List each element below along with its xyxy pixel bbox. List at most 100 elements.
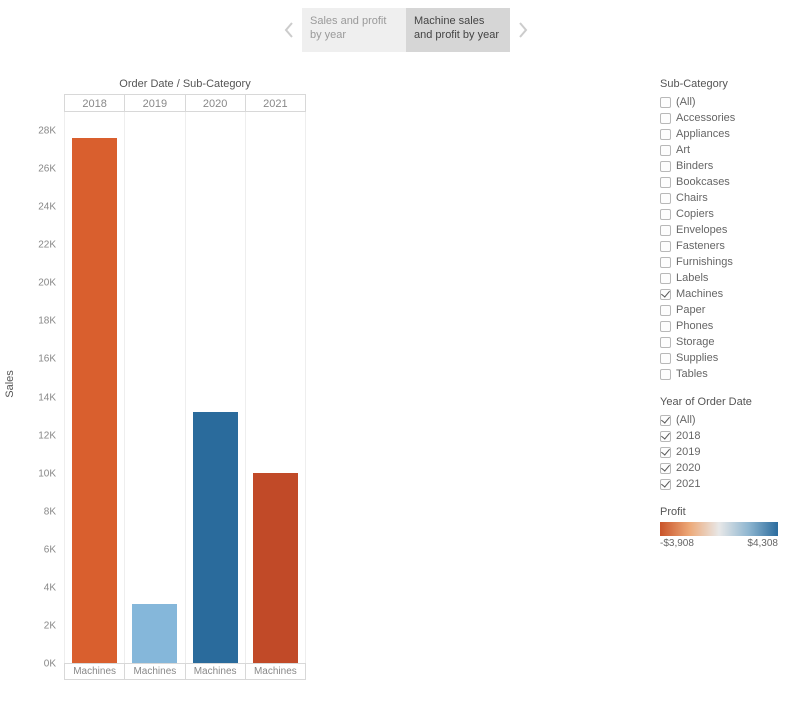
checkbox-unchecked-icon[interactable] <box>660 177 671 188</box>
sub-category-item[interactable]: Phones <box>660 318 784 334</box>
sub-category-item[interactable]: Machines <box>660 286 784 302</box>
plot-area <box>64 112 306 664</box>
sub-category-label: Envelopes <box>676 224 727 236</box>
checkbox-unchecked-icon[interactable] <box>660 241 671 252</box>
sub-category-item[interactable]: Copiers <box>660 206 784 222</box>
checkbox-unchecked-icon[interactable] <box>660 193 671 204</box>
year-item[interactable]: 2021 <box>660 476 784 492</box>
column-header[interactable]: 2019 <box>125 95 185 111</box>
bar[interactable] <box>132 604 177 663</box>
sub-category-item[interactable]: Binders <box>660 158 784 174</box>
checkbox-checked-icon[interactable] <box>660 289 671 300</box>
bar[interactable] <box>72 138 117 663</box>
sub-category-item[interactable]: Tables <box>660 366 784 382</box>
sub-category-item[interactable]: Fasteners <box>660 238 784 254</box>
column-header[interactable]: 2018 <box>64 95 125 111</box>
sub-category-item[interactable]: Art <box>660 142 784 158</box>
sub-category-label: Art <box>676 144 690 156</box>
checkbox-unchecked-icon[interactable] <box>660 113 671 124</box>
sub-category-item[interactable]: Accessories <box>660 110 784 126</box>
checkbox-unchecked-icon[interactable] <box>660 161 671 172</box>
chevron-right-icon <box>518 22 528 38</box>
checkbox-unchecked-icon[interactable] <box>660 225 671 236</box>
sub-category-label: Supplies <box>676 352 718 364</box>
checkbox-checked-icon[interactable] <box>660 479 671 490</box>
checkbox-unchecked-icon[interactable] <box>660 145 671 156</box>
profit-legend-labels: -$3,908 $4,308 <box>660 538 778 549</box>
sub-category-label: Appliances <box>676 128 730 140</box>
profit-color-bar[interactable] <box>660 522 778 536</box>
y-tick: 22K <box>38 240 56 251</box>
y-tick: 20K <box>38 278 56 289</box>
bar[interactable] <box>253 473 298 663</box>
year-item[interactable]: 2019 <box>660 444 784 460</box>
column-header[interactable]: 2020 <box>186 95 246 111</box>
sub-category-label: Fasteners <box>676 240 725 252</box>
sub-category-label: Chairs <box>676 192 708 204</box>
chart-column <box>186 112 246 663</box>
year-item[interactable]: 2018 <box>660 428 784 444</box>
checkbox-unchecked-icon[interactable] <box>660 369 671 380</box>
next-tab-arrow[interactable] <box>510 8 536 52</box>
y-tick: 14K <box>38 392 56 403</box>
sub-category-item[interactable]: Envelopes <box>660 222 784 238</box>
y-tick: 4K <box>44 582 56 593</box>
x-axis-label[interactable]: Machines <box>186 664 246 679</box>
year-item[interactable]: (All) <box>660 412 784 428</box>
sub-category-item[interactable]: Furnishings <box>660 254 784 270</box>
y-tick: 18K <box>38 316 56 327</box>
checkbox-unchecked-icon[interactable] <box>660 257 671 268</box>
sub-category-label: Tables <box>676 368 708 380</box>
sub-category-item[interactable]: Appliances <box>660 126 784 142</box>
y-tick: 26K <box>38 164 56 175</box>
checkbox-unchecked-icon[interactable] <box>660 321 671 332</box>
sub-category-item[interactable]: Chairs <box>660 190 784 206</box>
checkbox-unchecked-icon[interactable] <box>660 353 671 364</box>
sub-category-item[interactable]: Paper <box>660 302 784 318</box>
sub-category-item[interactable]: (All) <box>660 94 784 110</box>
column-headers: 2018201920202021 <box>64 94 306 112</box>
checkbox-unchecked-icon[interactable] <box>660 337 671 348</box>
checkbox-unchecked-icon[interactable] <box>660 129 671 140</box>
sub-category-label: Phones <box>676 320 713 332</box>
y-tick: 0K <box>44 659 56 670</box>
checkbox-unchecked-icon[interactable] <box>660 209 671 220</box>
sub-category-label: (All) <box>676 96 696 108</box>
year-filter-list: (All) 2018 2019 20202021 <box>660 412 784 492</box>
checkbox-checked-icon[interactable] <box>660 447 671 458</box>
story-tab-1[interactable]: Machine sales and profit by year <box>406 8 510 52</box>
story-tab-0[interactable]: Sales and profit by year <box>302 8 406 52</box>
sub-category-item[interactable]: Bookcases <box>660 174 784 190</box>
year-item[interactable]: 2020 <box>660 460 784 476</box>
sub-category-label: Paper <box>676 304 705 316</box>
y-tick: 24K <box>38 202 56 213</box>
checkbox-unchecked-icon[interactable] <box>660 305 671 316</box>
year-label: 2019 <box>676 446 700 458</box>
sub-category-item[interactable]: Labels <box>660 270 784 286</box>
column-header[interactable]: 2021 <box>246 95 306 111</box>
year-label: (All) <box>676 414 696 426</box>
profit-legend-title: Profit <box>660 506 784 518</box>
checkbox-checked-icon[interactable] <box>660 463 671 474</box>
checkbox-checked-icon[interactable] <box>660 415 671 426</box>
y-tick: 28K <box>38 126 56 137</box>
chevron-left-icon <box>284 22 294 38</box>
y-tick: 8K <box>44 506 56 517</box>
sub-category-label: Bookcases <box>676 176 730 188</box>
checkbox-unchecked-icon[interactable] <box>660 273 671 284</box>
sub-category-item[interactable]: Supplies <box>660 350 784 366</box>
chart-column <box>64 112 125 663</box>
checkbox-unchecked-icon[interactable] <box>660 97 671 108</box>
sub-category-item[interactable]: Storage <box>660 334 784 350</box>
bar-chart: Order Date / Sub-Category 20182019202020… <box>16 78 306 696</box>
sub-category-label: Machines <box>676 288 723 300</box>
sub-category-label: Accessories <box>676 112 735 124</box>
prev-tab-arrow[interactable] <box>276 8 302 52</box>
x-axis-label[interactable]: Machines <box>125 664 185 679</box>
year-filter-title: Year of Order Date <box>660 396 784 408</box>
x-axis-label[interactable]: Machines <box>64 664 125 679</box>
bar[interactable] <box>193 412 238 663</box>
x-axis-label[interactable]: Machines <box>246 664 306 679</box>
checkbox-checked-icon[interactable] <box>660 431 671 442</box>
y-axis-ticks: 0K2K4K6K8K10K12K14K16K18K20K22K24K26K28K <box>16 112 60 664</box>
